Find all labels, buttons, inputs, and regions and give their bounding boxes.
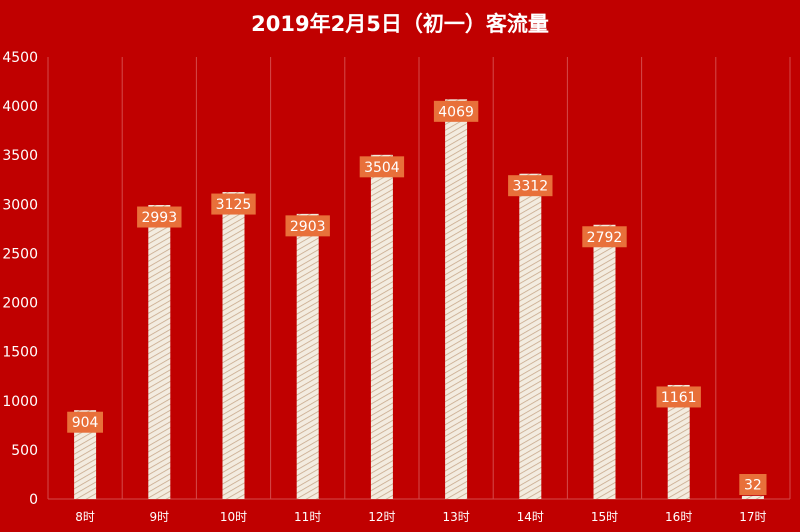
data-label-box [359, 156, 405, 178]
y-tick-label: 2500 [2, 246, 38, 262]
data-label: 2903 [290, 219, 326, 235]
data-label-box [656, 386, 701, 408]
data-label: 3504 [364, 160, 400, 176]
data-label: 3312 [512, 179, 548, 195]
x-tick-label: 16时 [665, 510, 692, 524]
data-label-box [67, 411, 103, 433]
y-tick-label: 4500 [2, 50, 38, 66]
y-tick-label: 1500 [2, 345, 38, 361]
bar [370, 154, 393, 499]
data-label-box [739, 474, 767, 495]
x-tick-label: 15时 [591, 510, 618, 524]
x-tick-label: 17时 [739, 510, 766, 524]
y-tick-label: 3000 [2, 197, 38, 213]
x-tick-label: 12时 [368, 510, 395, 524]
bar [445, 99, 468, 500]
y-tick-label: 0 [29, 492, 38, 508]
bar [741, 495, 764, 499]
data-label-box [508, 175, 553, 197]
x-tick-label: 10时 [220, 510, 247, 524]
data-label: 904 [72, 415, 99, 431]
data-label: 2792 [587, 230, 623, 246]
grid-lines [47, 57, 791, 500]
x-tick-label: 8时 [75, 510, 95, 524]
data-label: 4069 [438, 104, 474, 120]
bar [296, 213, 319, 499]
data-labels: 904 2993 3125 2903 3504 4069 3312 2792 1161 32 [67, 100, 767, 495]
x-axis-ticks: 8时 9时 10时 11时 12时 13时 14时 15时 16时 17时 [75, 510, 766, 524]
data-label: 3125 [216, 197, 252, 213]
y-tick-label: 500 [11, 443, 38, 459]
x-tick-label: 9时 [149, 510, 169, 524]
y-tick-label: 2000 [2, 296, 38, 312]
y-tick-label: 1000 [2, 394, 38, 410]
x-tick-label: 11时 [294, 510, 321, 524]
y-axis-ticks: 0 500 1000 1500 2000 2500 3000 3500 4000 4500 [2, 50, 38, 508]
chart-title: 2019年2月5日（初一）客流量 [251, 12, 549, 36]
data-label: 1161 [661, 390, 697, 406]
bar [148, 205, 171, 500]
data-label-box [582, 226, 627, 248]
bar [222, 192, 245, 500]
data-label: 32 [744, 478, 762, 494]
bar [667, 384, 690, 499]
x-tick-label: 13时 [442, 510, 469, 524]
data-label-box [137, 206, 182, 228]
data-label: 2993 [141, 210, 177, 226]
bar [519, 173, 542, 500]
x-tick-label: 14时 [517, 510, 544, 524]
data-label-box [433, 100, 479, 122]
data-label-box [211, 193, 256, 215]
y-tick-label: 4000 [2, 99, 38, 115]
data-label-box [285, 215, 330, 237]
y-tick-label: 3500 [2, 148, 38, 164]
bar [593, 224, 616, 499]
